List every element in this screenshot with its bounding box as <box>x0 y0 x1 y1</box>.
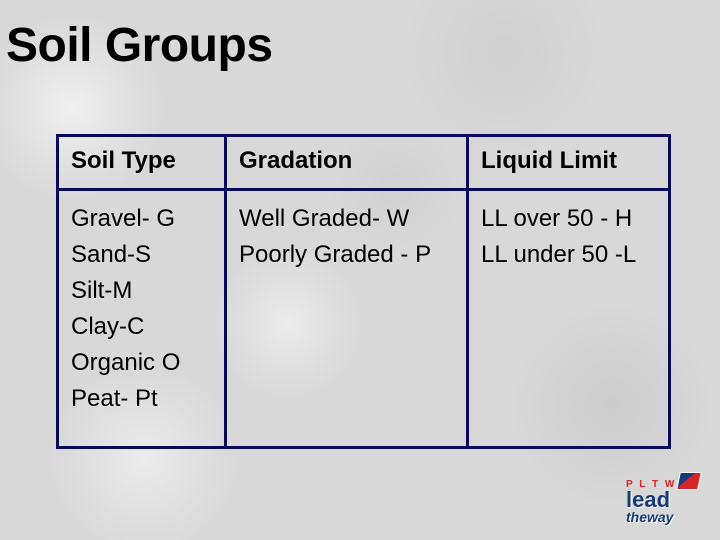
header-gradation: Gradation <box>226 136 468 190</box>
header-soil-type: Soil Type <box>58 136 226 190</box>
soil-type-line: Silt-M <box>71 273 212 309</box>
flag-icon <box>676 472 702 490</box>
soil-type-line: Peat- Pt <box>71 381 212 417</box>
logo-theway: theway <box>626 510 706 524</box>
liquid-limit-line: LL under 50 -L <box>481 237 656 273</box>
table-row: Gravel- G Sand-S Silt-M Clay-C Organic O… <box>58 190 670 448</box>
logo-lead: lead <box>626 490 706 510</box>
gradation-line: Poorly Graded - P <box>239 237 454 273</box>
cell-gradation: Well Graded- W Poorly Graded - P <box>226 190 468 448</box>
pltw-logo: P L T W lead theway <box>626 470 706 534</box>
page-title: Soil Groups <box>0 0 720 73</box>
soil-type-line: Clay-C <box>71 309 212 345</box>
gradation-line: Well Graded- W <box>239 201 454 237</box>
cell-liquid-limit: LL over 50 - H LL under 50 -L <box>468 190 670 448</box>
liquid-limit-line: LL over 50 - H <box>481 201 656 237</box>
soil-type-line: Organic O <box>71 345 212 381</box>
cell-soil-type: Gravel- G Sand-S Silt-M Clay-C Organic O… <box>58 190 226 448</box>
soil-groups-table: Soil Type Gradation Liquid Limit Gravel-… <box>56 134 671 449</box>
header-liquid-limit: Liquid Limit <box>468 136 670 190</box>
soil-type-line: Sand-S <box>71 237 212 273</box>
soil-type-line: Gravel- G <box>71 201 212 237</box>
table-header-row: Soil Type Gradation Liquid Limit <box>58 136 670 190</box>
